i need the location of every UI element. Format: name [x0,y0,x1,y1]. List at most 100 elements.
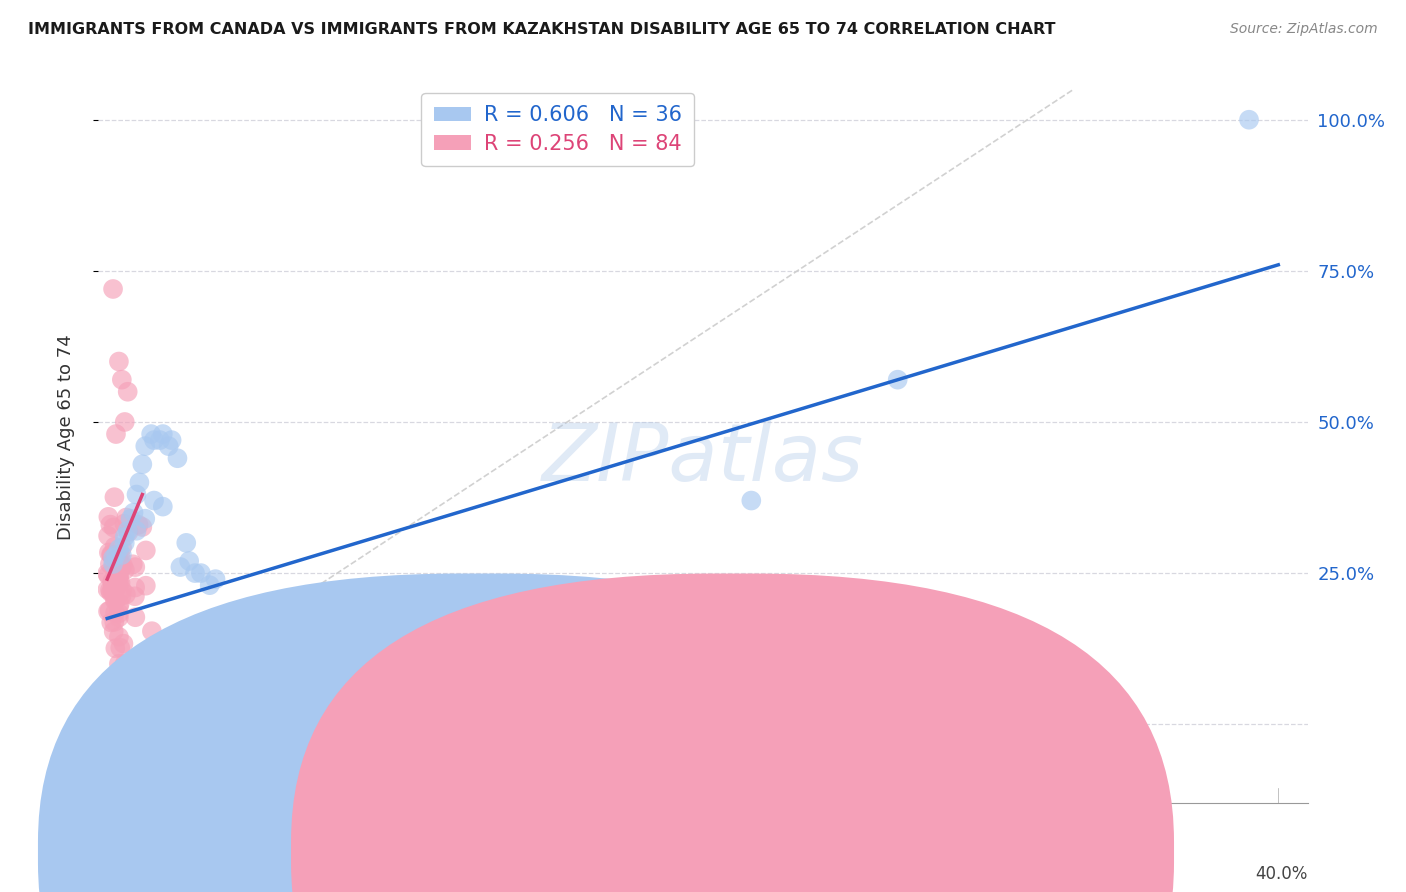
Point [135,543,157,558]
Point [108,575,131,590]
Point [114,657,136,671]
Point [740,493,762,508]
Legend: R = 0.606   N = 36, R = 0.256   N = 84: R = 0.606 N = 36, R = 0.256 N = 84 [422,93,695,166]
Point [111,548,134,562]
Point [152,427,174,442]
Point [108,610,131,624]
Point [108,607,131,621]
Point [125,524,148,538]
Point [886,373,908,387]
Point [108,597,131,611]
Point [143,433,166,447]
Point [112,516,135,531]
Point [101,579,124,593]
Point [122,506,145,520]
Point [134,511,156,525]
Point [124,589,146,603]
Point [104,593,127,607]
Point [101,557,124,571]
Point [166,451,188,466]
Point [101,574,124,589]
Point [157,439,180,453]
Point [111,373,134,387]
Point [111,583,134,598]
Point [108,569,131,583]
Text: Source: ZipAtlas.com: Source: ZipAtlas.com [1230,22,1378,37]
Point [108,541,131,556]
Point [97,545,120,559]
Point [101,765,124,780]
Point [104,579,127,593]
Point [100,548,122,562]
Point [121,558,143,572]
Point [108,630,131,644]
Point [115,587,138,601]
Point [149,433,172,447]
Text: 40.0%: 40.0% [1256,865,1308,883]
Point [112,637,135,651]
Point [131,520,153,534]
Point [101,282,124,296]
Point [160,433,183,447]
Text: IMMIGRANTS FROM CANADA VS IMMIGRANTS FROM KAZAKHSTAN DISABILITY AGE 65 TO 74 COR: IMMIGRANTS FROM CANADA VS IMMIGRANTS FRO… [28,22,1056,37]
Point [139,427,162,442]
Point [198,578,221,592]
Point [108,554,131,568]
Point [134,439,156,453]
Point [110,575,132,590]
Point [98,557,121,571]
Point [112,558,135,573]
Text: ZIPatlas: ZIPatlas [541,420,865,498]
Point [104,754,127,768]
Point [131,457,153,471]
Point [108,657,131,671]
Point [115,510,138,524]
Point [204,572,226,586]
Point [110,640,132,655]
Point [117,384,139,399]
Point [97,604,120,618]
Point [100,615,122,630]
Point [184,566,207,580]
Point [110,561,132,575]
Point [124,610,146,624]
Point [105,580,128,594]
Point [107,568,129,582]
Point [105,552,128,566]
Point [101,586,124,600]
Text: Immigrants from Kazakhstan: Immigrants from Kazakhstan [766,843,1007,861]
Point [114,530,136,544]
Point [100,778,122,792]
Point [128,475,150,490]
Point [98,603,121,617]
Point [97,529,120,543]
Point [108,599,131,614]
Point [104,582,127,597]
Point [124,581,146,595]
Point [96,582,118,597]
Point [108,568,131,582]
Point [103,520,125,534]
Point [117,524,139,538]
Point [101,574,124,589]
Point [114,563,136,577]
Point [96,566,118,581]
Text: 0.0%: 0.0% [98,865,141,883]
Point [143,493,166,508]
Point [128,517,150,532]
Point [1237,112,1260,127]
Point [124,560,146,574]
Point [135,579,157,593]
Point [117,525,139,540]
Point [190,566,212,580]
Point [179,554,201,568]
Point [114,415,136,429]
Point [108,564,131,578]
Point [103,615,125,629]
Point [105,554,128,568]
Point [104,427,127,442]
Point [103,540,125,554]
Point [104,641,127,656]
Point [104,548,127,562]
Point [104,592,127,607]
